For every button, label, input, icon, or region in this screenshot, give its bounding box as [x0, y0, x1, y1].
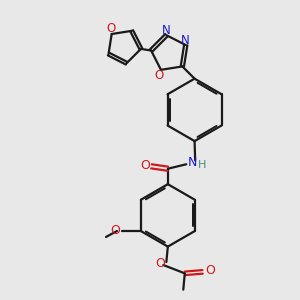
Text: N: N	[188, 156, 197, 169]
Text: O: O	[106, 22, 116, 35]
Text: O: O	[110, 224, 120, 237]
Text: N: N	[162, 24, 171, 37]
Text: H: H	[197, 160, 206, 170]
Text: O: O	[155, 257, 165, 270]
Text: O: O	[155, 69, 164, 82]
Text: N: N	[182, 34, 190, 47]
Text: O: O	[140, 159, 150, 172]
Text: O: O	[205, 265, 215, 278]
